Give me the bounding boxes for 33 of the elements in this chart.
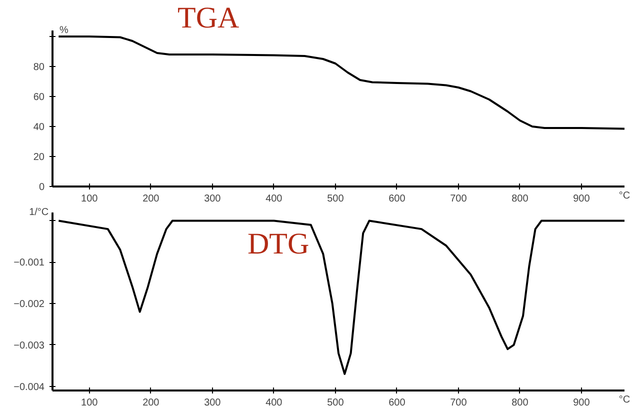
x-tick-label: 200 xyxy=(142,398,160,408)
x-tick-label: 600 xyxy=(388,398,406,408)
x-tick-label: 900 xyxy=(573,194,590,204)
x-tick-label: 800 xyxy=(512,398,529,408)
y-tick-label: 60 xyxy=(33,92,45,103)
x-tick-label: 400 xyxy=(266,398,283,408)
x-tick-label: 300 xyxy=(204,194,222,204)
x-tick-label: 100 xyxy=(81,398,98,408)
y-tick-label: −0.002 xyxy=(14,299,45,310)
x-tick-label: 200 xyxy=(142,194,160,204)
x-tick-label: 700 xyxy=(450,398,468,408)
x-tick-label: 500 xyxy=(327,398,344,408)
y-tick-label: 80 xyxy=(33,62,45,73)
x-tick-label: 900 xyxy=(573,398,590,408)
y-tick-label: −0.004 xyxy=(14,382,45,393)
y-tick-label: 20 xyxy=(33,152,45,163)
x-axis-title: °C xyxy=(618,394,630,406)
y-tick-label: −0.003 xyxy=(14,340,45,352)
chart-title: TGA xyxy=(178,2,240,34)
y-tick-label: 0 xyxy=(38,182,45,193)
text: DTG xyxy=(248,228,310,260)
y-tick-label: 40 xyxy=(33,122,45,133)
x-axis-title: °C xyxy=(618,190,630,202)
y-axis-title: % xyxy=(59,25,68,36)
y-axis-title: 1/°C xyxy=(29,207,49,218)
y-tick-label: −0.001 xyxy=(14,258,45,269)
x-tick-label: 700 xyxy=(450,194,468,204)
x-tick-label: 500 xyxy=(327,194,344,204)
x-tick-label: 800 xyxy=(512,194,529,204)
x-tick-label: 100 xyxy=(81,194,98,204)
x-tick-label: 600 xyxy=(388,194,406,204)
x-tick-label: 300 xyxy=(204,398,222,408)
x-tick-label: 400 xyxy=(266,194,283,204)
